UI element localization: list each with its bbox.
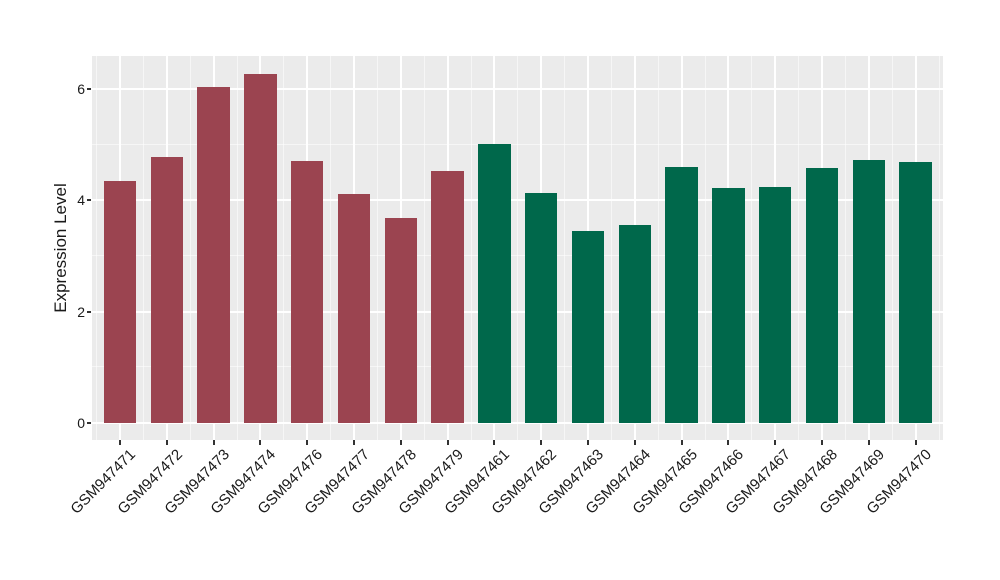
y-tick-mark (87, 310, 91, 313)
bar-GSM947466 (712, 188, 745, 423)
bar-GSM947472 (150, 157, 184, 423)
x-tick-mark (540, 440, 543, 445)
x-minor-gridline (470, 56, 472, 440)
x-minor-gridline (330, 56, 332, 440)
x-tick-mark (914, 440, 917, 445)
x-minor-gridline (96, 56, 98, 440)
x-minor-gridline (142, 56, 144, 440)
bar-GSM947476 (290, 161, 324, 423)
bar-GSM947474 (244, 74, 277, 423)
x-minor-gridline (704, 56, 706, 440)
x-tick-mark (259, 440, 262, 445)
x-minor-gridline (283, 56, 285, 440)
y-minor-gridline (92, 366, 943, 368)
bar-GSM947461 (478, 143, 511, 423)
x-tick-mark (821, 440, 823, 445)
y-tick-label: 2 (77, 303, 85, 320)
x-tick-mark (727, 440, 730, 445)
y-major-gridline (92, 88, 943, 91)
x-tick-mark (867, 440, 870, 445)
x-minor-gridline (938, 56, 940, 440)
x-minor-gridline (236, 56, 238, 440)
x-minor-gridline (751, 56, 753, 440)
y-tick-mark (87, 199, 91, 202)
x-tick-mark (774, 440, 777, 445)
y-tick-label: 4 (77, 192, 85, 209)
bar-GSM947464 (618, 224, 652, 423)
x-minor-gridline (610, 56, 612, 440)
x-minor-gridline (423, 56, 425, 440)
x-minor-gridline (798, 56, 800, 440)
x-minor-gridline (376, 56, 378, 440)
x-tick-mark (446, 440, 449, 445)
x-tick-mark (633, 440, 636, 445)
x-tick-mark (353, 440, 355, 445)
bar-GSM947468 (805, 168, 839, 423)
y-tick-mark (87, 422, 91, 424)
x-tick-mark (587, 440, 589, 445)
y-tick-label: 0 (77, 415, 85, 431)
bar-GSM947462 (524, 192, 558, 423)
plot-panel (92, 56, 943, 440)
x-tick-mark (399, 440, 402, 445)
x-minor-gridline (564, 56, 566, 440)
x-minor-gridline (517, 56, 519, 440)
bar-GSM947478 (384, 218, 418, 423)
bar-GSM947465 (665, 167, 698, 423)
bar-GSM947463 (571, 231, 605, 423)
y-major-gridline (92, 199, 943, 202)
y-tick-mark (87, 88, 91, 91)
x-minor-gridline (657, 56, 659, 440)
y-minor-gridline (92, 143, 943, 145)
x-tick-mark (212, 440, 215, 445)
bar-GSM947479 (431, 171, 464, 423)
y-major-gridline (92, 422, 943, 424)
x-minor-gridline (891, 56, 893, 440)
bar-GSM947477 (337, 193, 371, 423)
bar-GSM947469 (852, 159, 886, 423)
bar-GSM947467 (758, 186, 792, 423)
x-tick-mark (165, 440, 168, 445)
x-minor-gridline (844, 56, 846, 440)
x-minor-gridline (189, 56, 191, 440)
bar-GSM947471 (103, 180, 137, 423)
y-tick-label: 6 (77, 81, 85, 98)
y-minor-gridline (92, 255, 943, 257)
y-major-gridline (92, 310, 943, 313)
x-tick-mark (306, 440, 309, 445)
x-tick-mark (493, 440, 496, 445)
x-tick-mark (119, 440, 121, 445)
bar-GSM947470 (899, 162, 932, 423)
bar-GSM947473 (197, 86, 230, 423)
x-tick-mark (680, 440, 683, 445)
